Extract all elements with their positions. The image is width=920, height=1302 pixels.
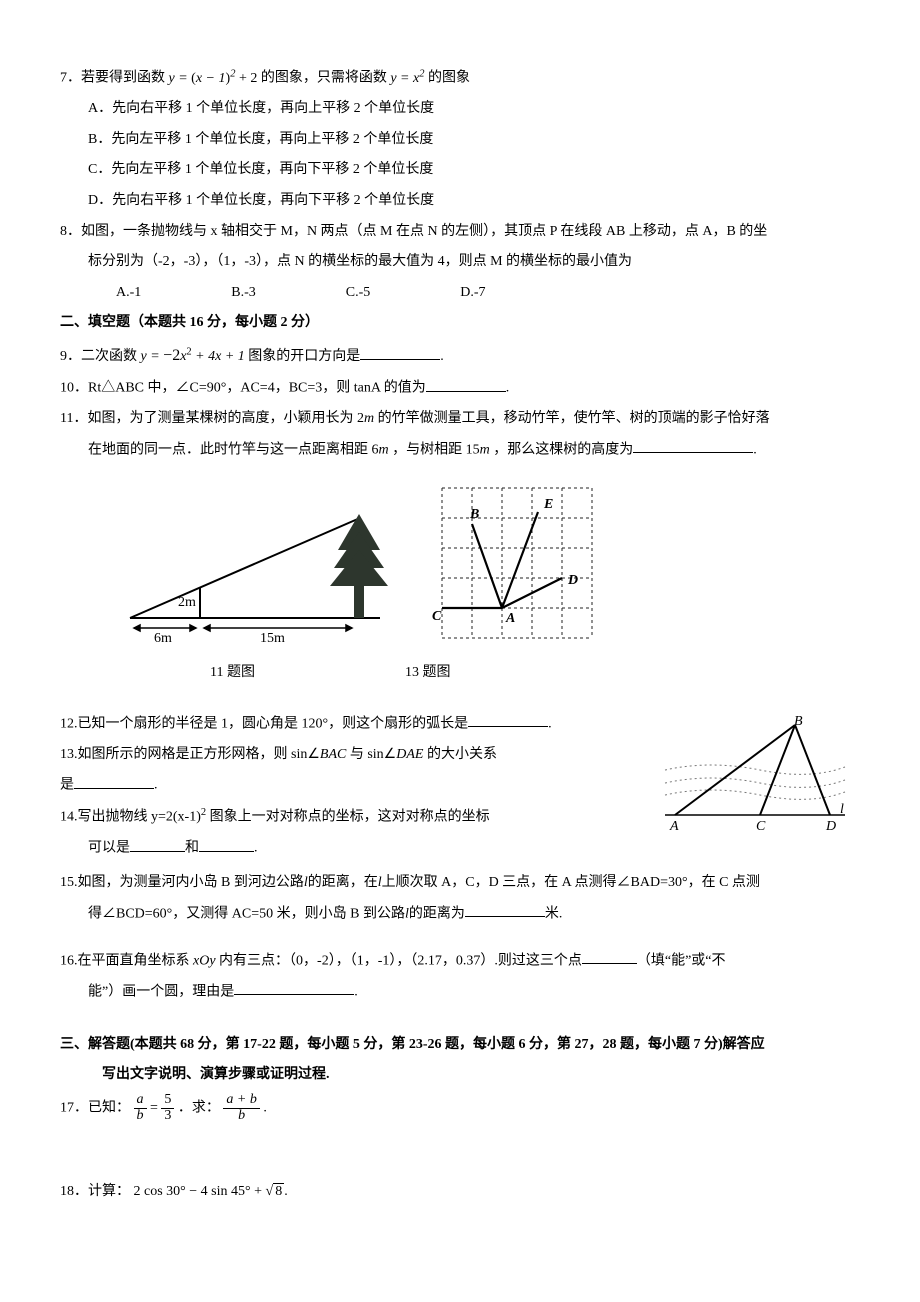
q14-blank1 bbox=[130, 835, 185, 851]
q14-line2: 可以是和. bbox=[60, 835, 860, 862]
figure-q15: B A C D l bbox=[660, 715, 850, 835]
q7-stem: 7．若要得到函数 y = (x − 1)2 + 2 的图象，只需将函数 y = … bbox=[60, 64, 860, 92]
q7-option-d: D．先向右平移 1 个单位长度，再向下平移 2 个单位长度 bbox=[60, 188, 860, 215]
fig11-seg2: 15m bbox=[260, 631, 285, 646]
q9: 9．二次函数 y = −2x2 + 4x + 1 图象的开口方向是. bbox=[60, 341, 860, 371]
figure-row: 2m 6m 15m A B C D E bbox=[120, 478, 860, 648]
q7-option-b: B．先向左平移 1 个单位长度，再向上平移 2 个单位长度 bbox=[60, 127, 860, 154]
q7-text-a: 7．若要得到函数 bbox=[60, 71, 169, 86]
fig11-pole-label: 2m bbox=[178, 595, 196, 610]
q13-blank bbox=[74, 772, 154, 788]
q8-option-d: D.-7 bbox=[460, 280, 485, 307]
q8-option-a: A.-1 bbox=[116, 280, 141, 307]
svg-text:C: C bbox=[432, 609, 442, 624]
q8-option-b: B.-3 bbox=[231, 280, 256, 307]
q11-line1: 11．如图，为了测量某棵树的高度，小颖用长为 2m 的竹竿做测量工具，移动竹竿，… bbox=[60, 406, 860, 433]
figure-q11: 2m 6m 15m bbox=[120, 508, 390, 648]
caption-13: 13 题图 bbox=[405, 660, 451, 687]
q7-text-c: 的图象 bbox=[428, 71, 470, 86]
q11-blank bbox=[633, 437, 753, 453]
q8-option-c: C.-5 bbox=[346, 280, 371, 307]
q7-eq1: y = (x − 1)2 + 2 bbox=[169, 71, 261, 86]
svg-text:D: D bbox=[567, 573, 578, 588]
q7-eq2: y = x2 bbox=[390, 71, 424, 86]
section-3-line2: 写出文字说明、演算步骤或证明过程. bbox=[60, 1062, 860, 1089]
q15-line2: 得∠BCD=60°，又测得 AC=50 米，则小岛 B 到公路l的距离为米. bbox=[60, 901, 860, 928]
q14-blank2 bbox=[199, 835, 254, 851]
q11-line2: 在地面的同一点．此时竹竿与这一点距离相距 6m ，与树相距 15m ，那么这棵树… bbox=[60, 437, 860, 464]
q10-blank bbox=[426, 375, 506, 391]
svg-text:A: A bbox=[505, 611, 515, 626]
svg-text:B: B bbox=[469, 507, 479, 522]
q16-line1: 16.在平面直角坐标系 xOy 内有三点：（0，-2），（1，-1），（2.17… bbox=[60, 948, 860, 975]
q12-blank bbox=[468, 711, 548, 727]
svg-text:l: l bbox=[840, 802, 844, 817]
svg-text:C: C bbox=[756, 819, 766, 834]
q15-line1: 15.如图，为测量河内小岛 B 到河边公路l的距离，在l上顺次取 A，C，D 三… bbox=[60, 870, 860, 897]
svg-text:E: E bbox=[543, 497, 553, 512]
q9-blank bbox=[360, 344, 440, 360]
q7-option-c: C．先向左平移 1 个单位长度，再向下平移 2 个单位长度 bbox=[60, 157, 860, 184]
svg-text:B: B bbox=[794, 715, 803, 729]
q8-options: A.-1 B.-3 C.-5 D.-7 bbox=[60, 280, 860, 307]
q17: 17．已知： ab = 53 ．求： a + bb . bbox=[60, 1093, 860, 1123]
q8-line1: 8．如图，一条抛物线与 x 轴相交于 M，N 两点（点 M 在点 N 的左侧），… bbox=[60, 219, 860, 246]
q15-blank bbox=[465, 901, 545, 917]
q18: 18．计算： 2 cos 30° − 4 sin 45° + √8. bbox=[60, 1179, 860, 1206]
q8-line2: 标分别为（-2，-3），（1，-3），点 N 的横坐标的最大值为 4，则点 M … bbox=[60, 249, 860, 276]
q16-blank2 bbox=[234, 979, 354, 995]
q16-blank1 bbox=[582, 948, 637, 964]
svg-text:A: A bbox=[669, 819, 679, 834]
q7-option-a: A．先向右平移 1 个单位长度，再向上平移 2 个单位长度 bbox=[60, 96, 860, 123]
fig11-seg1: 6m bbox=[154, 631, 172, 646]
svg-text:D: D bbox=[825, 819, 836, 834]
caption-11: 11 题图 bbox=[210, 660, 255, 687]
figure-q13: A B C D E bbox=[430, 478, 610, 648]
q16-line2: 能”）画一个圆，理由是. bbox=[60, 979, 860, 1006]
q10: 10．Rt△ABC 中，∠C=90°，AC=4，BC=3，则 tanA 的值为. bbox=[60, 375, 860, 402]
section-2-heading: 二、填空题（本题共 16 分，每小题 2 分） bbox=[60, 310, 860, 337]
figure-captions: 11 题图 13 题图 bbox=[210, 660, 860, 687]
q7-text-b: 的图象，只需将函数 bbox=[261, 71, 391, 86]
section-3-line1: 三、解答题(本题共 68 分，第 17-22 题，每小题 5 分，第 23-26… bbox=[60, 1032, 860, 1059]
